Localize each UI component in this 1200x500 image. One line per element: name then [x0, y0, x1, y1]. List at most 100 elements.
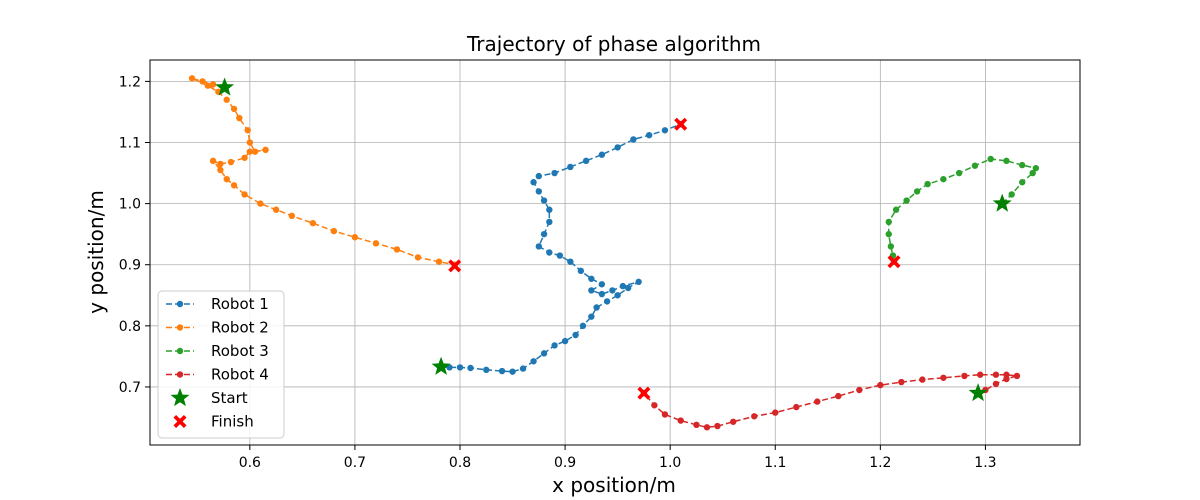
data-point [940, 175, 947, 183]
data-point [227, 158, 235, 166]
legend-label: Robot 2 [211, 319, 269, 337]
data-point [992, 380, 1000, 388]
data-point [751, 413, 758, 420]
y-tick-label: 0.9 [119, 258, 141, 274]
data-point [588, 287, 595, 294]
data-point [955, 169, 963, 177]
data-point [919, 376, 926, 383]
legend-dot [176, 324, 184, 331]
start-marker [968, 383, 988, 402]
series-robot-1 [437, 120, 684, 375]
data-point [714, 422, 721, 430]
data-point [551, 169, 558, 177]
x-axis-title: x position/m [552, 473, 676, 497]
data-point [530, 358, 537, 365]
data-point [624, 284, 632, 292]
data-point [288, 212, 296, 220]
data-point [598, 281, 606, 288]
data-point [598, 151, 606, 158]
legend-dot [176, 300, 184, 308]
legend-x-icon [173, 415, 187, 428]
data-point [561, 337, 569, 345]
data-point [677, 417, 684, 424]
legend-entry: Robot 2 [166, 319, 269, 337]
data-point [924, 180, 931, 188]
series-line [191, 77, 455, 266]
data-point [456, 364, 464, 371]
data-point [898, 378, 905, 386]
data-point [598, 290, 606, 298]
series-line [887, 158, 1038, 262]
data-point [645, 131, 653, 139]
data-point [230, 182, 238, 189]
data-point [1003, 371, 1010, 378]
data-point [556, 252, 564, 259]
legend-label: Finish [211, 413, 254, 431]
data-point [509, 368, 516, 375]
x-tick-label: 1.0 [659, 455, 681, 471]
finish-marker [674, 117, 688, 131]
data-point [793, 403, 800, 411]
data-point [567, 258, 574, 265]
finish-marker [887, 255, 901, 269]
data-point [230, 105, 238, 113]
data-point [535, 172, 543, 180]
data-point [661, 127, 669, 134]
y-tick-label: 0.8 [119, 319, 141, 335]
data-point [577, 267, 585, 275]
x-tick-label: 1.2 [869, 455, 891, 471]
legend-label: Start [211, 389, 248, 407]
legend-entry: Robot 4 [166, 366, 269, 384]
data-point [609, 287, 616, 294]
start-marker [431, 356, 451, 375]
data-point [217, 160, 224, 168]
axis-ticks: 0.6 0.7 0.8 0.9 1.0 1.1 1.2 1.3 0.7 0.8 0.9 1.0 1.1 1… [119, 74, 997, 471]
data-point [885, 218, 892, 226]
legend-entry: Finish [173, 413, 254, 431]
data-point [246, 148, 254, 155]
data-point [498, 367, 506, 375]
data-point [1032, 164, 1040, 172]
data-point [393, 246, 401, 253]
series-robot-4 [640, 371, 1021, 431]
data-point [351, 234, 359, 241]
data-point [582, 157, 590, 165]
data-point [530, 179, 537, 186]
data-point [217, 166, 224, 174]
data-point [272, 206, 280, 213]
x-tick-label: 0.8 [449, 455, 471, 471]
legend-star-icon [170, 388, 190, 407]
data-point [546, 249, 553, 256]
data-point [535, 188, 543, 195]
series-line [643, 373, 1018, 429]
series-robot-2 [188, 75, 458, 268]
data-point [661, 411, 669, 418]
data-point [241, 191, 248, 198]
data-point [535, 243, 543, 250]
data-point [619, 282, 627, 290]
chart-title: Trajectory of phase algorithm [466, 32, 761, 56]
data-point [976, 371, 984, 378]
data-point [546, 218, 553, 226]
x-tick-label: 0.6 [239, 455, 261, 471]
data-point [540, 230, 548, 238]
data-point [246, 139, 254, 146]
start-marker [992, 193, 1012, 212]
data-point [244, 127, 251, 134]
data-point [940, 374, 947, 381]
data-point [635, 278, 642, 286]
data-point [223, 96, 230, 103]
y-axis-title: y position/m [84, 190, 108, 314]
data-point [372, 240, 380, 247]
legend-label: Robot 3 [211, 342, 269, 360]
data-point [257, 200, 264, 207]
data-point [540, 350, 548, 357]
x-tick-label: 0.9 [554, 455, 576, 471]
data-point [551, 342, 558, 349]
legend-label: Robot 4 [211, 366, 269, 384]
data-point [1019, 161, 1026, 169]
legend-dot [176, 371, 184, 378]
legend-entry: Robot 1 [166, 295, 269, 313]
data-point [885, 230, 892, 238]
data-point [693, 421, 700, 429]
